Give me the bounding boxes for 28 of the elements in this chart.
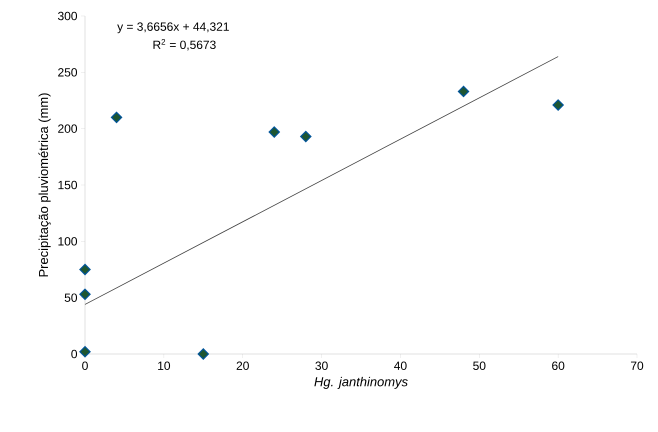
point bbox=[79, 264, 91, 276]
y-tick-label: 100 bbox=[58, 237, 78, 246]
point bbox=[79, 288, 91, 300]
point bbox=[552, 99, 564, 111]
x-tick-label: 0 bbox=[82, 362, 88, 370]
y-tick-label: 150 bbox=[58, 180, 78, 190]
point bbox=[268, 126, 280, 138]
x-tick-label: 40 bbox=[394, 362, 407, 370]
annotation: y = 3,6656x + 44,321 bbox=[117, 22, 229, 34]
point bbox=[458, 86, 470, 98]
y-tick-label: 300 bbox=[58, 12, 78, 20]
y-tick-label: 250 bbox=[58, 68, 78, 77]
x-tick-label: 20 bbox=[236, 362, 249, 370]
y-axis-title: Precipitação pluviométrica (mm) bbox=[38, 93, 51, 276]
x-axis-title: Hg. janthinomys bbox=[314, 376, 408, 389]
x-tick-label: 30 bbox=[315, 362, 328, 370]
y-tick-label: 200 bbox=[58, 124, 78, 133]
x-tick-label: 10 bbox=[158, 362, 170, 370]
point bbox=[110, 112, 122, 124]
x-tick-label: 60 bbox=[552, 362, 564, 370]
y-tick-label: 0 bbox=[71, 350, 78, 358]
annotation: R$^{2}$ = 0,5673 bbox=[153, 39, 216, 50]
y-tick-label: 50 bbox=[64, 293, 78, 302]
x-tick-label: 50 bbox=[473, 362, 486, 370]
x-tick-label: 70 bbox=[630, 362, 644, 370]
point bbox=[79, 346, 91, 358]
point bbox=[198, 348, 209, 360]
point bbox=[300, 130, 312, 142]
